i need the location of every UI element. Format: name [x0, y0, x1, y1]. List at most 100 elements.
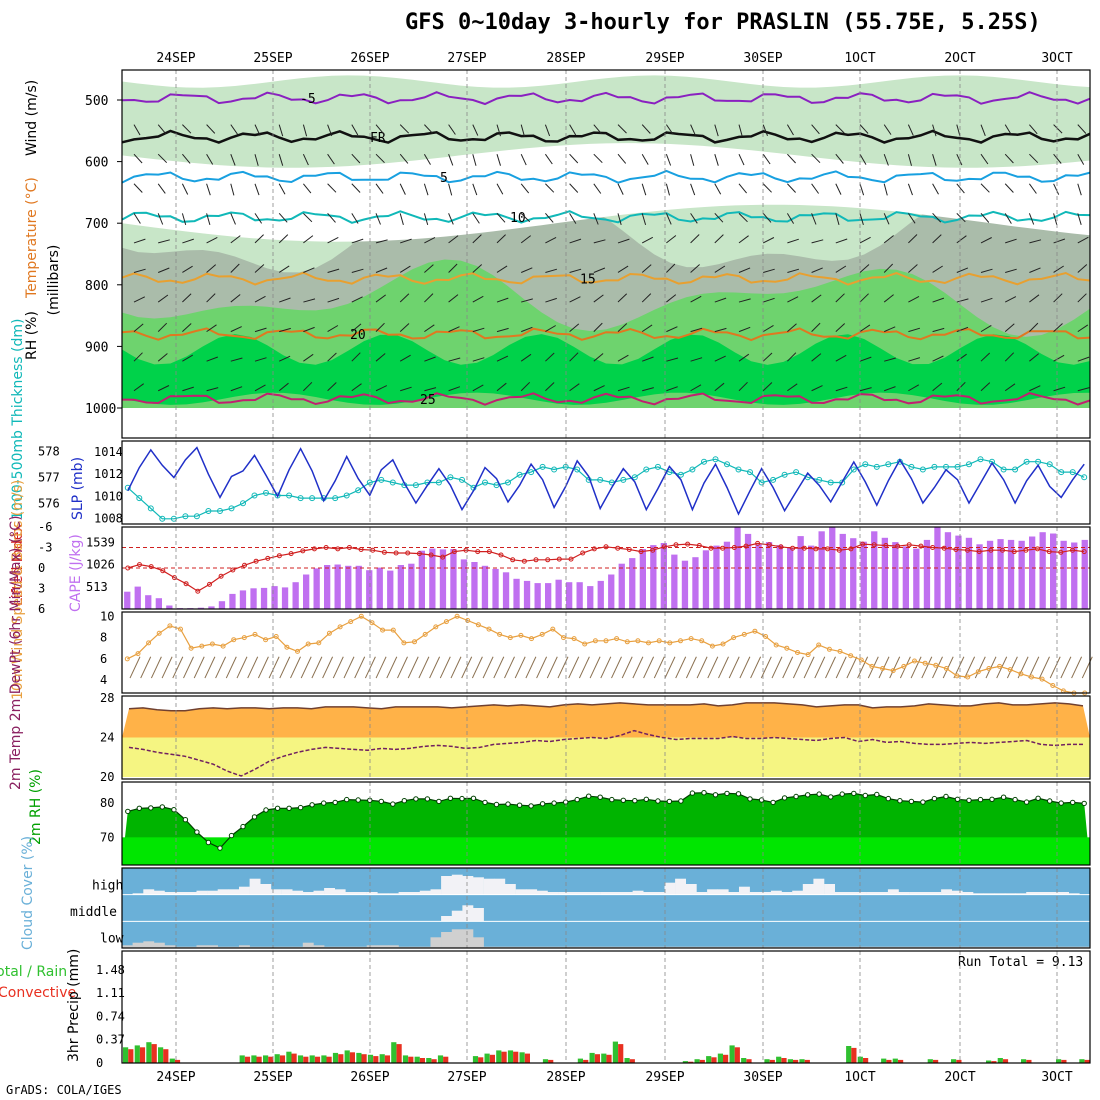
- wind-barb: [424, 324, 435, 333]
- thickness-point: [551, 466, 558, 473]
- wind-barb: [617, 265, 629, 273]
- rh-point: [966, 797, 972, 803]
- surface-wind-barb: [825, 656, 836, 679]
- wind-barb: [859, 213, 864, 226]
- thickness-point: [205, 508, 212, 514]
- li-point: [510, 557, 516, 563]
- cape-bar: [997, 539, 1004, 609]
- wind-barb: [448, 213, 454, 225]
- wind-barb: [206, 124, 216, 134]
- precip-total-bar: [589, 1052, 595, 1063]
- rh-point: [482, 799, 488, 806]
- wind-barb: [811, 124, 820, 135]
- precip-total-bar: [706, 1056, 712, 1063]
- wind-speed-point: [390, 627, 396, 633]
- cloud-cell-low: [387, 945, 399, 948]
- surface-wind-barb: [589, 656, 601, 679]
- wind-barb: [859, 236, 871, 244]
- cape-ylabel-g: CAPE (J/kg): [68, 534, 84, 612]
- li-point: [988, 547, 994, 553]
- wind-barb: [496, 154, 501, 166]
- wind-barb: [786, 213, 795, 224]
- cape-bar: [597, 580, 604, 609]
- rh-point: [1000, 794, 1007, 800]
- cloud-cell-high: [643, 892, 655, 895]
- cape-bar: [776, 545, 783, 609]
- li-point: [755, 540, 761, 546]
- cloud-cell-high: [579, 892, 591, 895]
- wind-barb: [907, 213, 916, 224]
- wind-barb: [375, 183, 384, 194]
- wind-barb: [956, 212, 966, 223]
- wind-speed-point: [954, 673, 960, 679]
- li-point: [498, 552, 504, 558]
- wind-barb: [738, 153, 745, 166]
- cloud-row-label: middle: [70, 905, 117, 920]
- cloud-cell-high: [185, 892, 197, 895]
- wind-speed-point: [518, 632, 524, 638]
- panel-bg-wind: [122, 612, 1090, 693]
- date-tick-top: 2OCT: [944, 51, 975, 66]
- wind-speed-point: [412, 639, 417, 645]
- wind-barb: [641, 213, 647, 226]
- rh-point: [689, 790, 696, 796]
- li-point: [242, 562, 247, 568]
- wind-speed-point: [188, 645, 194, 651]
- thickness-point: [1081, 474, 1088, 481]
- cloud-cell-low: [919, 946, 931, 948]
- cape-bar: [1039, 532, 1046, 609]
- wind-barb: [1053, 293, 1063, 303]
- slp-tick-label: 1008: [94, 511, 123, 525]
- cloud-cell-high: [504, 884, 516, 895]
- cloud-cell-low: [132, 942, 144, 948]
- rh-point: [424, 796, 431, 802]
- cape-bar: [755, 544, 762, 609]
- cape-bar: [860, 541, 867, 609]
- rh-point: [344, 796, 350, 803]
- wind-ylabel: 10m Wind Speed & Barbs (m/s): [10, 480, 26, 700]
- cloud-cell-low: [398, 946, 410, 948]
- wind-speed-point: [848, 653, 854, 659]
- cape-bar: [871, 531, 878, 609]
- rh-point: [770, 799, 776, 806]
- surface-wind-barb: [257, 656, 269, 679]
- wind-speed-point: [688, 636, 694, 642]
- surface-wind-barb: [632, 656, 644, 679]
- wind-barb: [617, 323, 628, 332]
- rh-low-band: [122, 837, 1090, 865]
- cape-bar: [376, 567, 383, 609]
- ylabel-millibars: (millibars): [46, 245, 62, 316]
- wind-barb: [666, 326, 678, 333]
- cloud-cell-high: [707, 889, 718, 895]
- cloud-cell-low: [643, 946, 655, 948]
- surface-wind-barb: [814, 656, 826, 679]
- li-point: [125, 565, 131, 571]
- precip-convective-bar: [606, 1054, 612, 1063]
- cape-bar: [787, 547, 794, 609]
- slp-ylabel: 1000-500mb Thickness (dm): [10, 319, 26, 520]
- rh-point: [390, 801, 396, 807]
- wind-barb: [278, 234, 289, 244]
- cloud-cell-low: [504, 946, 516, 948]
- wind-barb: [835, 265, 847, 273]
- li-point: [358, 547, 364, 552]
- cape-bar: [723, 541, 731, 609]
- cape-tick-label: 1539: [86, 536, 115, 550]
- cloud-cell-low: [547, 946, 559, 948]
- wind-barb: [254, 264, 265, 273]
- surface-wind-barb: [311, 656, 323, 679]
- li-ylabel: Lifted Index: [10, 524, 26, 606]
- wind-speed-point: [433, 624, 439, 630]
- cloud-cell-high: [228, 889, 240, 895]
- wind-barb: [908, 264, 918, 273]
- thickness-point: [839, 479, 846, 486]
- wind-barb: [811, 294, 822, 303]
- page-title: GFS 0~10day 3-hourly for PRASLIN (55.75E…: [405, 10, 1041, 35]
- wind-barb: [1029, 322, 1039, 332]
- cape-bar: [671, 554, 678, 609]
- wind-barb: [811, 213, 817, 225]
- wind-barb: [811, 267, 823, 273]
- cloud-cell-high: [334, 889, 346, 895]
- cloud-cell-high: [281, 889, 293, 895]
- wind-barb: [642, 356, 654, 362]
